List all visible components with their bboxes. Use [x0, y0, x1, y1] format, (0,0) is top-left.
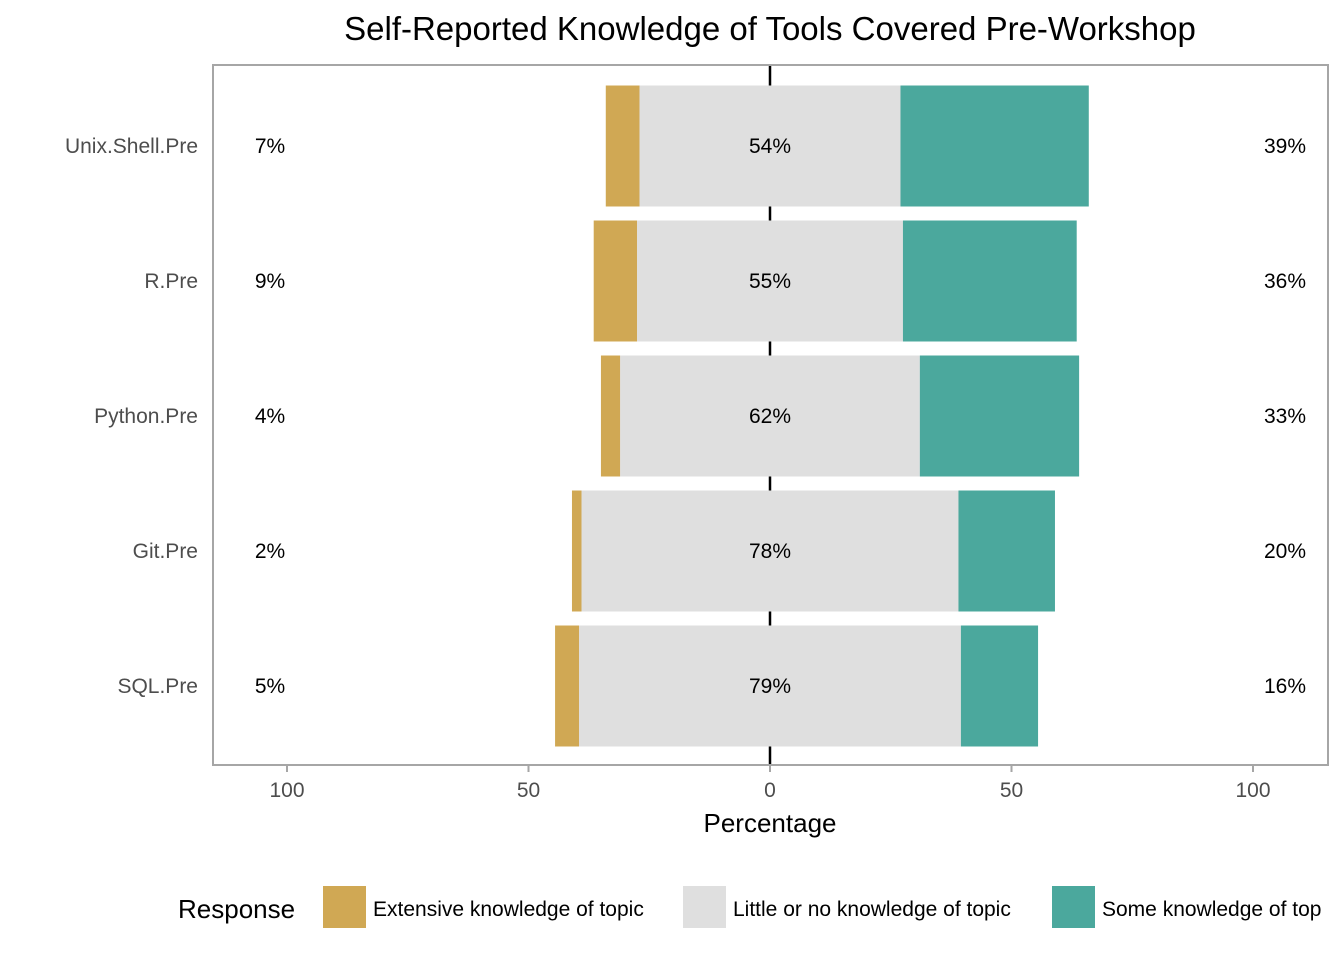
y-tick-label: Python.Pre	[94, 405, 198, 428]
chart-title: Self-Reported Knowledge of Tools Covered…	[344, 10, 1196, 47]
left-percent-label: 2%	[255, 540, 285, 563]
x-tick-label: 0	[764, 779, 776, 802]
legend-label: Extensive knowledge of topic	[373, 898, 644, 921]
x-tick-label: 50	[1000, 779, 1023, 802]
center-percent-label: 62%	[749, 405, 791, 428]
bar-little-or-none-overlay	[620, 355, 920, 477]
left-percent-label: 4%	[255, 405, 285, 428]
center-percent-label: 78%	[749, 540, 791, 563]
bar-extensive	[555, 625, 580, 747]
right-percent-label: 20%	[1264, 540, 1306, 563]
legend-label: Some knowledge of top	[1102, 898, 1321, 921]
y-tick-label: R.Pre	[144, 270, 198, 293]
bar-little-or-none-overlay	[639, 85, 901, 207]
y-tick-label: Git.Pre	[133, 540, 198, 563]
legend-items: Extensive knowledge of topic Little or no…	[323, 886, 1321, 928]
bar-some	[960, 625, 1039, 747]
legend-title: Response	[178, 894, 295, 924]
center-percent-label: 55%	[749, 270, 791, 293]
x-tick-label: 100	[269, 779, 304, 802]
bar-some	[919, 355, 1080, 477]
x-tick-label: 100	[1235, 779, 1270, 802]
percent-labels: 7% 54% 39% 9% 55% 36% 4% 62% 33% 2% 78% 20% 5% 79% 16%	[255, 135, 1306, 698]
y-tick-label: SQL.Pre	[117, 675, 198, 698]
left-percent-label: 5%	[255, 675, 285, 698]
right-percent-label: 16%	[1264, 675, 1306, 698]
bar-some	[958, 490, 1055, 612]
legend-key	[1052, 886, 1095, 928]
x-axis-label: Percentage	[704, 808, 837, 838]
left-percent-label: 7%	[255, 135, 285, 158]
bar-extensive	[593, 220, 638, 342]
y-tick-label: Unix.Shell.Pre	[65, 135, 198, 158]
bar-extensive	[600, 355, 621, 477]
bar-extensive	[571, 490, 582, 612]
legend-label: Little or no knowledge of topic	[733, 898, 1011, 921]
center-percent-label: 54%	[749, 135, 791, 158]
bar-some	[900, 85, 1089, 207]
bar-extensive	[605, 85, 640, 207]
bar-little-or-none-overlay	[579, 625, 961, 747]
bar-little-or-none-overlay	[581, 490, 959, 612]
x-tick-label: 50	[517, 779, 540, 802]
right-percent-label: 33%	[1264, 405, 1306, 428]
x-axis-ticks: 100 50 0 50 100	[269, 765, 1271, 802]
right-percent-label: 36%	[1264, 270, 1306, 293]
bar-little-or-none-overlay	[637, 220, 903, 342]
zero-line	[579, 65, 961, 765]
left-percent-label: 9%	[255, 270, 285, 293]
y-axis-labels: Unix.Shell.Pre R.Pre Python.Pre Git.Pre SQL.…	[65, 135, 198, 698]
legend-key	[683, 886, 726, 928]
center-percent-label: 79%	[749, 675, 791, 698]
legend-key	[323, 886, 366, 928]
right-percent-label: 39%	[1264, 135, 1306, 158]
bar-some	[902, 220, 1077, 342]
legend: Response Extensive knowledge of topic Lit…	[178, 886, 1321, 928]
